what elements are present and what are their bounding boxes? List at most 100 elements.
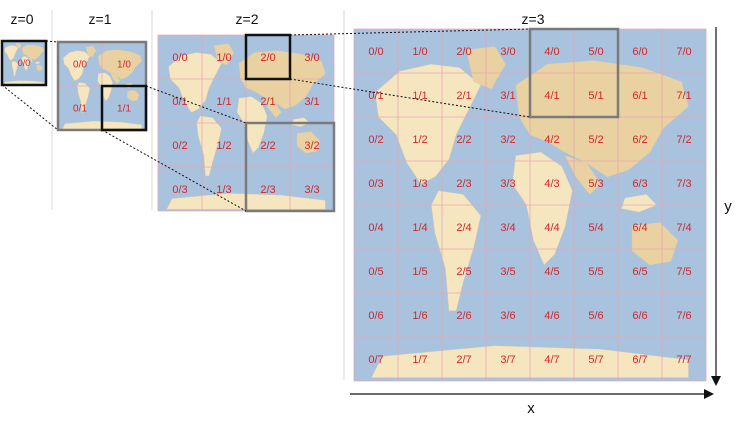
map-z0-landmass xyxy=(11,60,19,77)
map-z3-tile-label: 1/5 xyxy=(412,266,427,278)
map-z3-tile-label: 4/7 xyxy=(544,354,559,366)
zoom-connector-line xyxy=(289,28,531,36)
map-z3-tile-label: 5/4 xyxy=(588,222,603,234)
map-z1-landmass xyxy=(77,82,90,113)
map-z3-tile-label: 7/3 xyxy=(676,178,691,190)
map-levels: 0/0 0/0 1/0 0/1 1/1 0/0 1/0 2/0 3/0 0/1 1/1 2/1 3/1 0… xyxy=(0,27,707,382)
zoom-connector-line xyxy=(101,129,247,212)
map-z2-tile-label: 1/1 xyxy=(216,96,231,108)
map-z3-tile-label: 2/6 xyxy=(456,310,471,322)
map-z1-landmass xyxy=(127,90,140,102)
map-z3-landmass xyxy=(512,151,573,266)
map-z3-tile-label: 7/7 xyxy=(676,354,691,366)
map-z2-tile-label: 3/2 xyxy=(304,140,319,152)
zoom-connector-line xyxy=(1,84,59,131)
map-z3-tile-label: 0/2 xyxy=(368,134,383,146)
map-z2-tile-label: 0/0 xyxy=(172,52,187,64)
map-z3-tile-label: 2/3 xyxy=(456,178,471,190)
map-z3-tile-label: 2/0 xyxy=(456,46,471,58)
map-z3-tile-label: 0/6 xyxy=(368,310,383,322)
map-z3-tile-label: 5/3 xyxy=(588,178,603,190)
map-z3-tile-label: 3/3 xyxy=(500,178,515,190)
map-z3-tile-label: 1/2 xyxy=(412,134,427,146)
map-z3-tile-label: 0/7 xyxy=(368,354,383,366)
map-z3-tile-label: 4/0 xyxy=(544,46,559,58)
highlight-z2-tile-black xyxy=(244,33,292,81)
map-z3-tile-label: 1/4 xyxy=(412,222,427,234)
map-z3-tile-label: 3/5 xyxy=(500,266,515,278)
zoom-connector-line xyxy=(289,78,531,118)
level-label-z1: z=1 xyxy=(89,11,112,27)
map-z1-landmass xyxy=(98,49,142,80)
map-z3-tile-label: 0/4 xyxy=(368,222,383,234)
map-z3-tile-label: 5/2 xyxy=(588,134,603,146)
map-z2-landmass xyxy=(168,52,222,113)
map-z1-landmass xyxy=(85,46,97,58)
map-z3-tile-label: 5/7 xyxy=(588,354,603,366)
map-z1-tile-label: 1/1 xyxy=(117,104,131,115)
map-z0: 0/0 xyxy=(1,40,47,86)
map-z2-tile-label: 1/2 xyxy=(216,140,231,152)
map-z3-tile-label: 1/1 xyxy=(412,90,427,102)
map-z3-tile-label: 7/1 xyxy=(676,90,691,102)
map-z3-tile-label: 4/1 xyxy=(544,90,559,102)
map-z3-tile-label: 6/1 xyxy=(632,90,647,102)
map-z3-tile-label: 3/2 xyxy=(500,134,515,146)
map-z0-landmass xyxy=(21,56,30,71)
map-z3-tile-label: 5/1 xyxy=(588,90,603,102)
map-z3-tile-label: 1/7 xyxy=(412,354,427,366)
map-z3-tile-label: 0/0 xyxy=(368,46,383,58)
map-z3-tile-label: 7/2 xyxy=(676,134,691,146)
map-z0-tile-label: 0/0 xyxy=(18,58,31,68)
map-z2-landmass xyxy=(196,115,222,177)
map-z3-tile-label: 2/4 xyxy=(456,222,471,234)
map-z1-landmass xyxy=(63,50,90,81)
map-z2-tile-label: 2/3 xyxy=(260,184,275,196)
map-z3-tile-label: 1/3 xyxy=(412,178,427,190)
map-z2-tile-label: 2/0 xyxy=(260,52,275,64)
map-z3-tile-label: 7/0 xyxy=(676,46,691,58)
map-z3-tile-label: 4/4 xyxy=(544,222,559,234)
map-z0-landmass xyxy=(28,56,34,62)
map-z3-tile-label: 3/1 xyxy=(500,90,515,102)
map-z3-tile-label: 7/6 xyxy=(676,310,691,322)
highlight-z1-tile xyxy=(100,84,148,132)
map-z3-tile-label: 3/0 xyxy=(500,46,515,58)
map-z3-tile-label: 6/5 xyxy=(632,266,647,278)
map-z0-landmass xyxy=(15,42,22,49)
map-z3-landmass xyxy=(431,190,481,311)
map-z3-tile-label: 5/0 xyxy=(588,46,603,58)
map-z3-tile-label: 0/3 xyxy=(368,178,383,190)
map-z3-tile-label: 2/1 xyxy=(456,90,471,102)
map-z2-tile-label: 2/2 xyxy=(260,140,275,152)
map-z3-tile-label: 3/4 xyxy=(500,222,515,234)
map-z3-tile-label: 0/5 xyxy=(368,266,383,278)
map-z2-landmass xyxy=(214,43,234,66)
map-z3-tile-label: 4/3 xyxy=(544,178,559,190)
map-z3-landmass xyxy=(621,194,658,213)
level-label-z2: z=2 xyxy=(236,11,259,27)
map-z2-tile-label: 1/3 xyxy=(216,184,231,196)
map-z2-tile-label: 0/3 xyxy=(172,184,187,196)
highlight-z0-tile xyxy=(0,39,48,87)
map-z3-tile-label: 5/5 xyxy=(588,266,603,278)
map-z0-landmass xyxy=(35,61,41,65)
map-z2-landmass xyxy=(236,96,268,154)
map-z3-tile-label: 5/6 xyxy=(588,310,603,322)
map-z3-tile-label: 6/2 xyxy=(632,134,647,146)
highlight-z3-tiles-gray xyxy=(528,27,620,119)
map-z2-landmass xyxy=(296,131,321,154)
map-z0-landmass xyxy=(4,45,19,61)
map-z3-tile-label: 4/2 xyxy=(544,134,559,146)
map-z3-tile-label: 6/6 xyxy=(632,310,647,322)
map-z3-tile-label: 4/6 xyxy=(544,310,559,322)
map-z2-tile-label: 0/1 xyxy=(172,96,187,108)
map-z0-landmass xyxy=(36,64,43,71)
map-z3-tile-label: 2/5 xyxy=(456,266,471,278)
map-z3-tile-label: 3/6 xyxy=(500,310,515,322)
map-z3-tile-label: 0/1 xyxy=(368,90,383,102)
y-axis-label: y xyxy=(724,198,732,215)
map-z1-tile-label: 1/0 xyxy=(117,60,131,71)
